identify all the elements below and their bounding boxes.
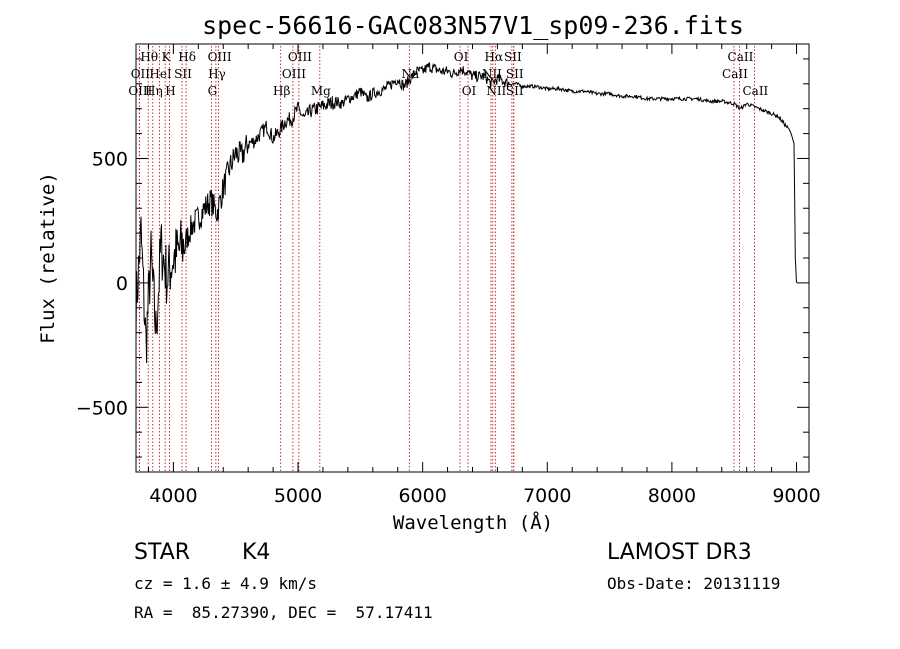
x-tick-label-8000: 8000 (648, 485, 696, 507)
y-tick-label--500: −500 (76, 397, 128, 419)
spectral-line-label-0: Hθ (140, 50, 158, 64)
spectral-line-label-11: G (208, 84, 218, 98)
spectral-line-markers: Hθ OII OIII K HeI Hη Hδ SII H OIII Hγ G OIII OIII Hβ Mg… (128, 46, 769, 472)
spectral-line-label-8: H (165, 84, 175, 98)
spectral-line-label-19: Hα (485, 50, 504, 64)
x-axis-label: Wavelength (Å) (393, 511, 553, 534)
spectral-line-label-22: SII (504, 50, 522, 64)
y-tick-label-0: 0 (116, 273, 128, 295)
spectral-line-label-6: Hδ (178, 50, 196, 64)
spectral-line-label-9: OIII (208, 50, 232, 64)
plot-frame (135, 43, 810, 473)
y-tick-label-500: 500 (92, 148, 128, 170)
x-tick-label-7000: 7000 (523, 485, 571, 507)
spectral-line-label-7: SII (174, 67, 192, 81)
x-tick-label-4000: 4000 (149, 485, 197, 507)
spectral-line-label-2: OIII (128, 84, 152, 98)
spectrum-series (135, 62, 797, 364)
spectral-line-label-23: SII (506, 67, 524, 81)
spectral-line-label-13: OIII (282, 67, 306, 81)
object-subclass: K4 (242, 540, 271, 565)
spectral-line-label-12: OIII (288, 50, 312, 64)
spectral-line-label-25: CaII (728, 50, 754, 64)
redshift-velocity: cz = 1.6 ± 4.9 km/s (134, 574, 318, 593)
spectral-line-label-5: Hη (145, 84, 163, 98)
x-tick-label-9000: 9000 (772, 485, 820, 507)
spectral-line-label-4: HeI (149, 67, 172, 81)
survey-label: LAMOST DR3 (607, 540, 752, 565)
spectral-line-label-16: Na (401, 67, 419, 81)
spectral-line-label-14: Hβ (273, 84, 290, 98)
spectral-line-label-26: CaII (722, 67, 748, 81)
x-tick-label-5000: 5000 (274, 485, 322, 507)
spectral-line-label-1: OII (131, 67, 151, 81)
spectral-line-label-10: Hγ (208, 67, 226, 81)
observation-date: Obs-Date: 20131119 (607, 574, 781, 593)
axis-ticks: 4000 5000 6000 7000 8000 9000 −500 0 500 (76, 44, 821, 507)
spectral-line-label-18: OI (462, 84, 477, 98)
spectral-line-label-24: SII (506, 84, 524, 98)
x-tick-label-6000: 6000 (398, 485, 446, 507)
spectral-line-label-21: NII (486, 84, 506, 98)
spectral-line-label-15: Mg (311, 84, 331, 98)
spectral-line-label-3: K (162, 50, 172, 64)
y-axis-label: Flux (relative) (37, 172, 59, 344)
spectral-line-label-17: OI (454, 50, 469, 64)
chart-title: spec-56616-GAC083N57V1_sp09-236.fits (202, 11, 744, 40)
object-class: STAR (134, 540, 191, 565)
coordinates: RA = 85.27390, DEC = 57.17411 (134, 603, 433, 622)
spectral-line-label-27: CaII (742, 84, 768, 98)
spectrum-line (135, 62, 797, 364)
